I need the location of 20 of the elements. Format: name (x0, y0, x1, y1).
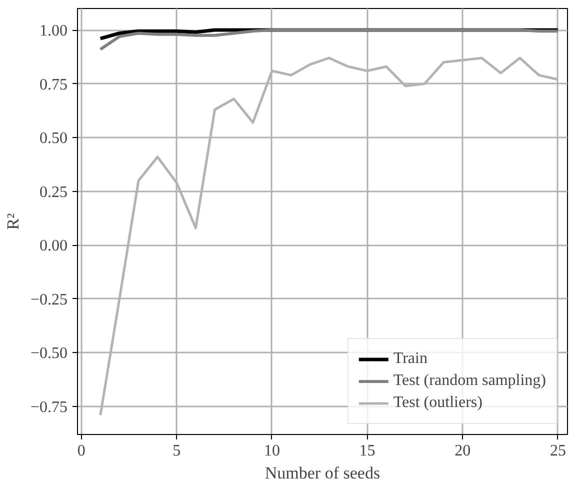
y-tick-label: −0.25 (30, 291, 68, 308)
legend-label: Test (outliers) (393, 394, 482, 412)
line-series (98, 28, 560, 51)
y-axis-title: R² (3, 213, 22, 230)
x-tick-label: 25 (550, 442, 566, 460)
y-tick-label: 0.00 (40, 238, 68, 255)
legend-label: Test (random sampling) (393, 372, 546, 390)
x-tick-label: 20 (454, 442, 471, 460)
x-tick-label: 5 (172, 442, 181, 460)
y-tick-label: 0.75 (40, 76, 68, 94)
x-axis-title: Number of seeds (264, 464, 380, 482)
x-tick-label: 10 (264, 442, 280, 460)
y-tick-label: 0.25 (40, 184, 68, 201)
x-tick-label: 0 (77, 442, 86, 460)
y-tick-label: −0.50 (30, 345, 68, 362)
y-tick-label: −0.75 (30, 399, 68, 416)
y-tick-label: 1.00 (40, 22, 68, 40)
y-tick-label: 0.50 (40, 130, 68, 148)
legend-label: Train (393, 350, 428, 368)
x-tick-label: 15 (359, 442, 376, 460)
